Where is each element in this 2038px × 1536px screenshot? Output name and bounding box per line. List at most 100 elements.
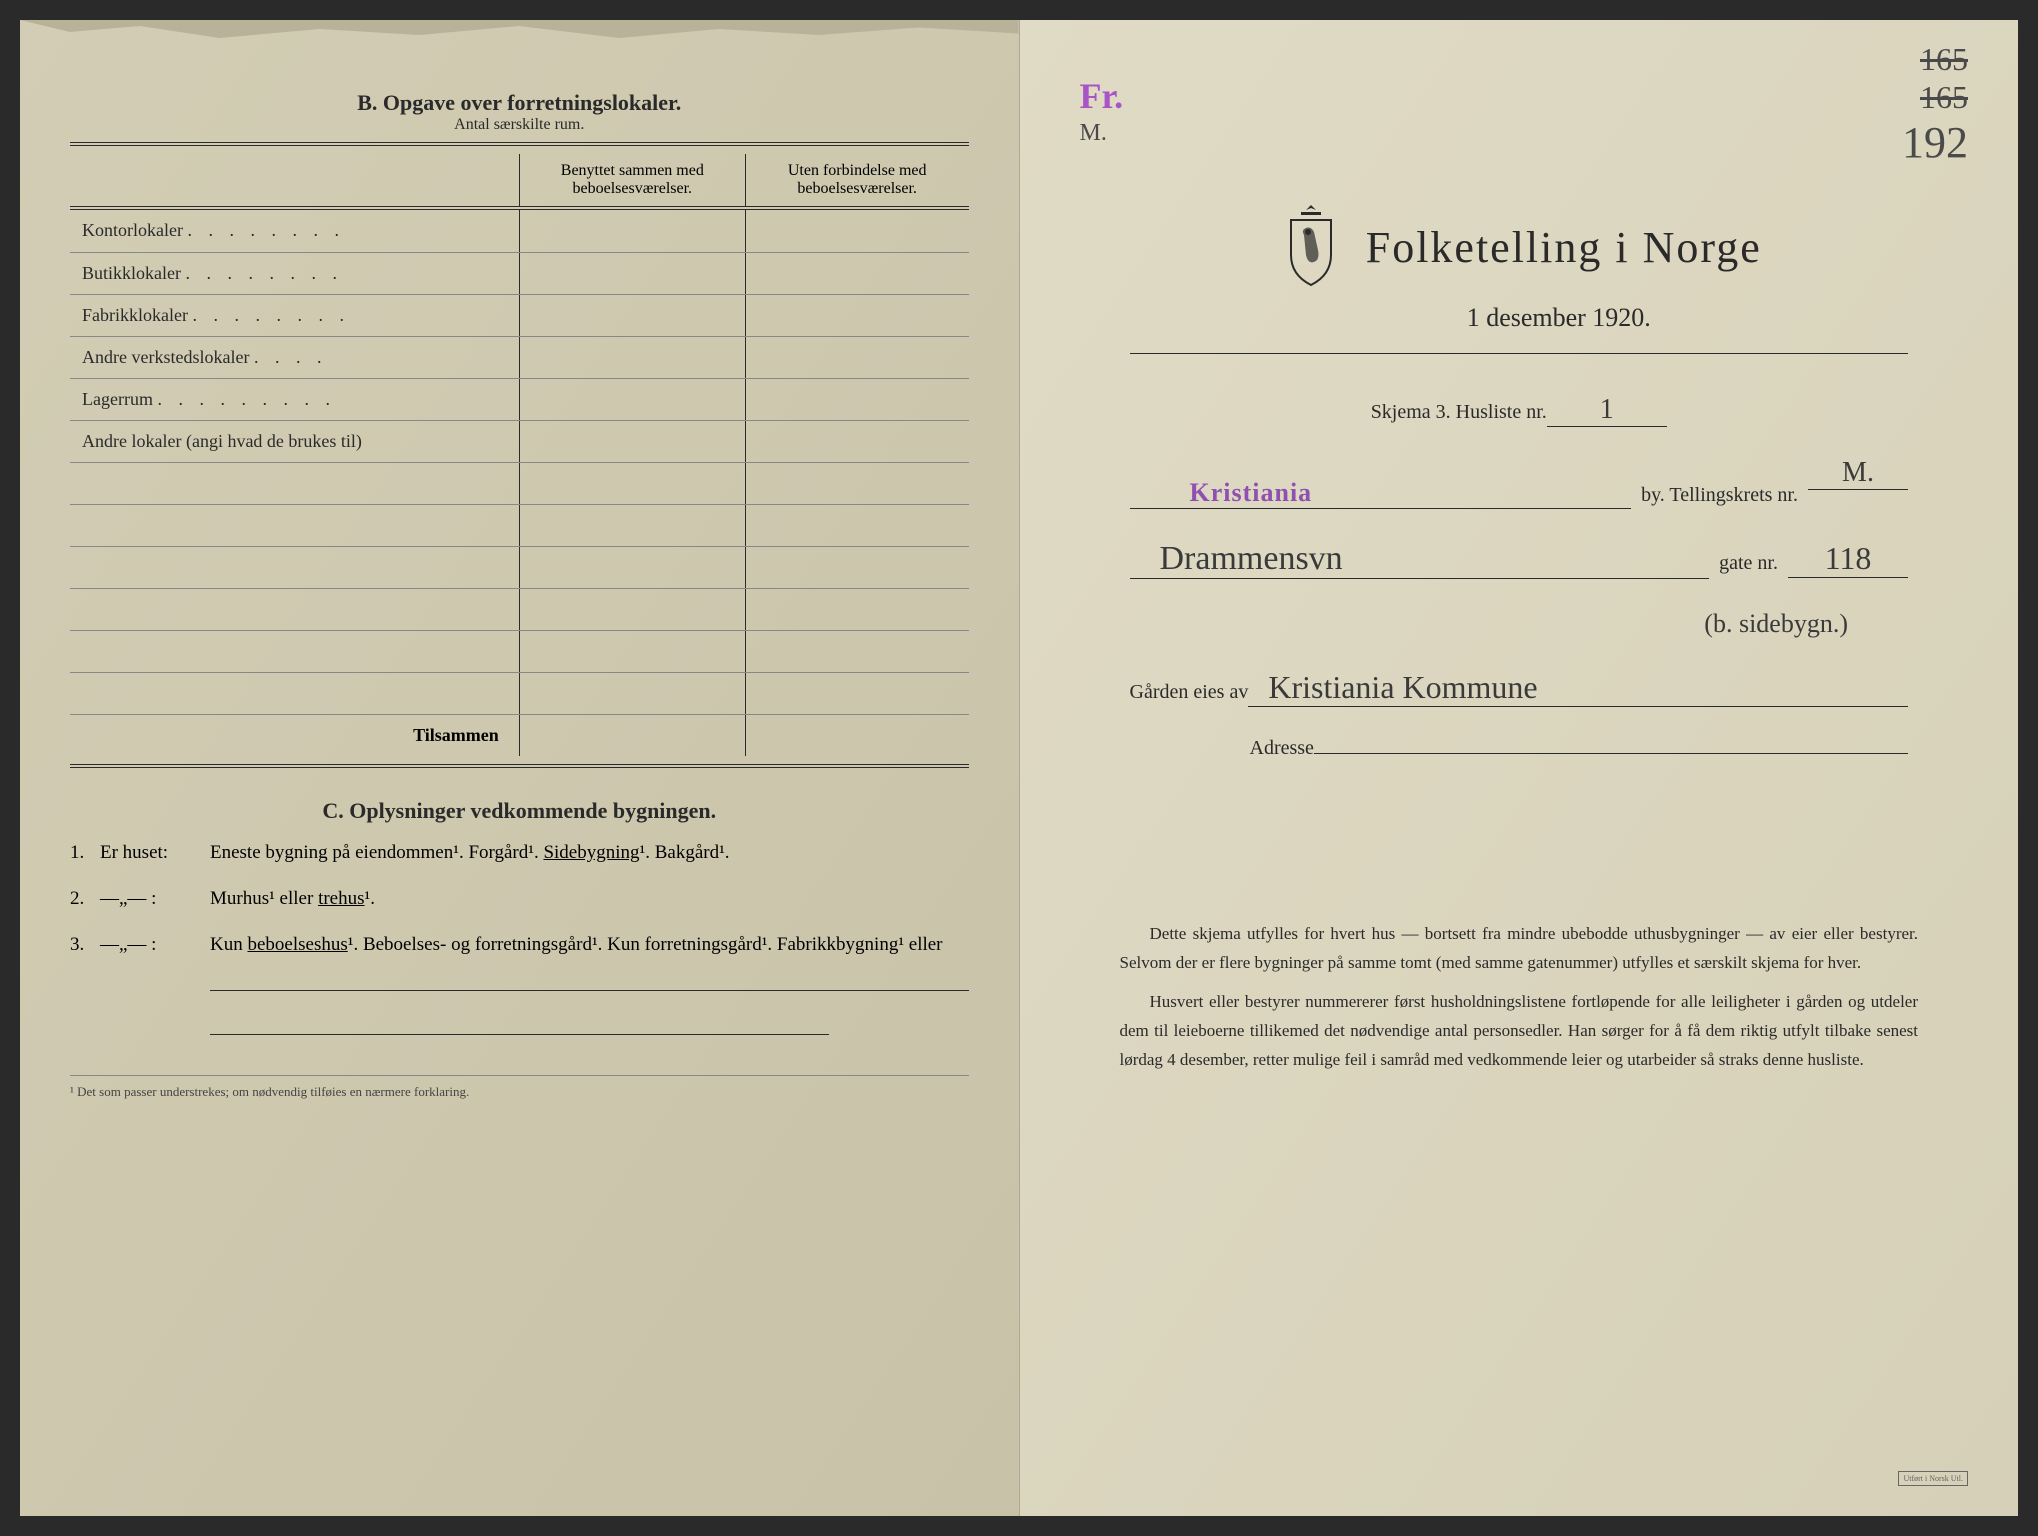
owner-line: Gården eies av Kristiania Kommune xyxy=(1130,669,1909,707)
table-cell xyxy=(745,210,968,252)
text-post: ¹. Bakgård¹. xyxy=(640,842,730,863)
text-pre: Kun xyxy=(210,934,247,955)
table-col-empty xyxy=(70,154,519,206)
number-struck: 165 xyxy=(1902,40,1968,78)
item-number: 2. xyxy=(70,882,100,916)
main-title: Folketelling i Norge xyxy=(1366,222,1762,273)
table-row: Fabrikklokaler . . . . . . . . xyxy=(70,294,969,336)
item-content: Eneste bygning på eiendommen¹. Forgård¹.… xyxy=(210,836,969,870)
row-label: Andre lokaler (angi hvad de brukes til) xyxy=(70,420,519,462)
table-cell xyxy=(519,210,745,252)
row-label: Kontorlokaler xyxy=(82,220,183,240)
table-cell xyxy=(519,294,745,336)
street-note: (b. sidebygn.) xyxy=(1070,609,1849,639)
section-b-subtitle: Antal særskilte rum. xyxy=(70,116,969,134)
table-col2-header: Uten forbindelse med beboelsesværelser. xyxy=(745,154,968,206)
street-line: Drammensvn gate nr. 118 xyxy=(1130,540,1909,579)
left-page: B. Opgave over forretningslokaler. Antal… xyxy=(20,20,1020,1516)
underlined-choice: trehus xyxy=(318,888,364,909)
skjema-label: Skjema 3. Husliste nr. xyxy=(1371,401,1547,424)
table-row: Andre verkstedslokaler . . . . xyxy=(70,336,969,378)
table-cell xyxy=(519,252,745,294)
sidebygn-note: (b. sidebygn.) xyxy=(1704,609,1848,638)
street-handwritten: Drammensvn xyxy=(1130,540,1710,579)
table-cell xyxy=(745,378,968,420)
dots: . . . . . . . . xyxy=(192,305,350,325)
item-content: Murhus¹ eller trehus¹. xyxy=(210,882,969,916)
section-c: C. Oplysninger vedkommende bygningen. 1.… xyxy=(70,798,969,1035)
underlined-choice: beboelseshus xyxy=(247,934,347,955)
table-cell xyxy=(745,252,968,294)
text-pre: Eneste bygning på eiendommen¹. Forgård¹. xyxy=(210,842,543,863)
instructions-block: Dette skjema utfylles for hvert hus — bo… xyxy=(1120,920,1919,1074)
table-row: Andre lokaler (angi hvad de brukes til) xyxy=(70,420,969,462)
table-cell xyxy=(519,336,745,378)
item-number: 3. xyxy=(70,928,100,990)
section-b-header: B. Opgave over forretningslokaler. Antal… xyxy=(70,90,969,134)
table-row-blank xyxy=(70,504,969,546)
page-number: 192 xyxy=(1902,117,1968,170)
table-row-blank xyxy=(70,546,969,588)
printer-mark: Utført i Norsk Utl. xyxy=(1898,1471,1968,1486)
city-line: Kristiania by. Tellingskrets nr. M. xyxy=(1130,477,1909,510)
row-label: Andre verkstedslokaler xyxy=(82,347,249,367)
table-row-blank xyxy=(70,672,969,714)
item-number: 1. xyxy=(70,836,100,870)
total-label: Tilsammen xyxy=(70,714,519,756)
stamp-m-annotation: M. xyxy=(1080,120,1107,147)
dots: . . . . xyxy=(254,347,328,367)
row-label: Butikklokaler xyxy=(82,263,181,283)
table-row: Lagerrum . . . . . . . . . xyxy=(70,378,969,420)
table-cell xyxy=(519,378,745,420)
census-date: 1 desember 1920. xyxy=(1150,303,1969,333)
table-cell xyxy=(519,714,745,756)
table-total-row: Tilsammen xyxy=(70,714,969,756)
underlined-choice: Sidebygning xyxy=(543,842,639,863)
text-post: ¹. xyxy=(365,888,375,909)
husliste-nr-value: 1 xyxy=(1547,394,1667,427)
dots: . . . . . . . . xyxy=(187,220,345,240)
text-post: ¹. Beboelses- og forretningsgård¹. Kun f… xyxy=(348,934,943,955)
city-stamp: Kristiania xyxy=(1190,478,1313,507)
table-row: Kontorlokaler . . . . . . . . xyxy=(70,210,969,252)
handwritten-page-numbers: 165 165 192 xyxy=(1902,40,1968,170)
number-struck: 165 xyxy=(1902,78,1968,116)
table-row-blank xyxy=(70,630,969,672)
instructions-p2: Husvert eller bestyrer nummererer først … xyxy=(1120,988,1919,1075)
section-c-title: C. Oplysninger vedkommende bygningen. xyxy=(70,798,969,824)
krets-handwritten: M. xyxy=(1808,457,1908,490)
instructions-p1: Dette skjema utfylles for hvert hus — bo… xyxy=(1120,920,1919,978)
section-c-item-2: 2. —„— : Murhus¹ eller trehus¹. xyxy=(70,882,969,916)
divider xyxy=(1130,353,1909,354)
blank-line xyxy=(210,1011,829,1035)
by-label: by. Tellingskrets nr. xyxy=(1641,484,1798,507)
table-cell xyxy=(745,294,968,336)
table-section-b: Benyttet sammen med beboelsesværelser. U… xyxy=(70,154,969,756)
text-pre: Murhus¹ eller xyxy=(210,888,318,909)
table-row-blank xyxy=(70,462,969,504)
owner-label: Gården eies av xyxy=(1130,681,1249,704)
street-nr-handwritten: 118 xyxy=(1788,540,1908,578)
section-b-title: B. Opgave over forretningslokaler. xyxy=(70,90,969,116)
section-c-item-3: 3. —„— : Kun beboelseshus¹. Beboelses- o… xyxy=(70,928,969,990)
item-label: —„— : xyxy=(100,928,210,990)
coat-of-arms-icon xyxy=(1276,200,1346,295)
table-cell xyxy=(519,420,745,462)
table-col1-header: Benyttet sammen med beboelsesværelser. xyxy=(519,154,745,206)
table-row: Butikklokaler . . . . . . . . xyxy=(70,252,969,294)
dots: . . . . . . . . . xyxy=(157,389,336,409)
item-label: —„— : xyxy=(100,882,210,916)
address-line: Adresse xyxy=(1250,737,1909,760)
item-label: Er huset: xyxy=(100,836,210,870)
right-page: 165 165 192 Fr. M. Folketelling i Norge … xyxy=(1020,20,2019,1516)
footnote: ¹ Det som passer understrekes; om nødven… xyxy=(70,1075,969,1100)
table-cell xyxy=(745,336,968,378)
row-label: Lagerrum xyxy=(82,389,153,409)
item-content: Kun beboelseshus¹. Beboelses- og forretn… xyxy=(210,928,969,990)
title-block: Folketelling i Norge 1 desember 1920. xyxy=(1070,200,1969,354)
section-c-item-1: 1. Er huset: Eneste bygning på eiendomme… xyxy=(70,836,969,870)
owner-handwritten: Kristiania Kommune xyxy=(1248,669,1908,707)
table-cell xyxy=(745,714,968,756)
table-cell xyxy=(745,420,968,462)
stamp-fr: Fr. xyxy=(1080,75,1124,117)
